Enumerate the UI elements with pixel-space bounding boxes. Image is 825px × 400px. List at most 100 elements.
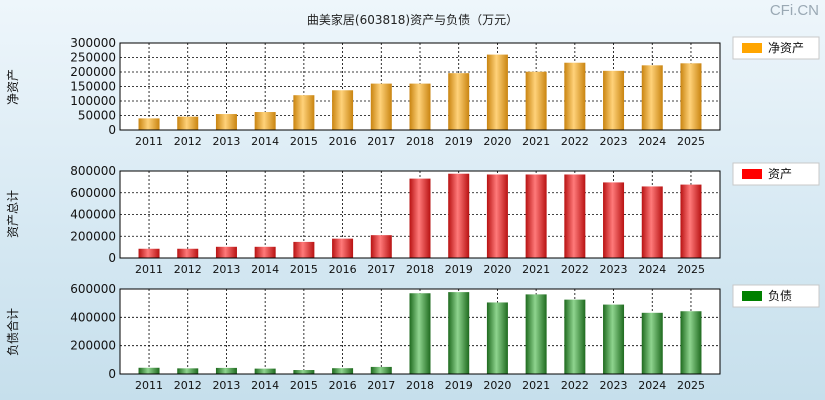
bar-2023 <box>603 304 625 374</box>
plot-border <box>119 288 721 375</box>
legend: 净资产 <box>732 36 820 60</box>
y-tick-label: 400000 <box>70 208 116 222</box>
bar-2011 <box>138 367 160 374</box>
bar-2014 <box>254 112 276 130</box>
x-tick-label: 2025 <box>677 135 705 148</box>
bar-2013 <box>215 367 237 374</box>
bar-2021 <box>525 174 547 258</box>
y-tick-label: 300000 <box>70 36 116 50</box>
bar-2015 <box>293 241 315 258</box>
bar-2011 <box>138 118 160 130</box>
x-tick-label: 2025 <box>677 263 705 276</box>
legend-swatch <box>742 291 762 301</box>
x-tick-label: 2015 <box>290 263 318 276</box>
plot-border <box>119 42 721 131</box>
bar-2014 <box>254 368 276 374</box>
y-tick-label: 200000 <box>70 229 116 243</box>
legend-swatch <box>742 43 762 53</box>
x-tick-label: 2020 <box>483 135 511 148</box>
bar-2024 <box>641 312 663 374</box>
panel-2: 0 200000 400000 600000 800000 2011 2012 2013 201… <box>6 162 820 276</box>
bar-2022 <box>564 174 586 258</box>
x-tick-label: 2012 <box>174 263 202 276</box>
x-tick-label: 2024 <box>638 135 666 148</box>
y-tick-label: 200000 <box>70 339 116 353</box>
bar-2020 <box>486 174 508 258</box>
bar-2019 <box>448 292 470 374</box>
bar-2016 <box>332 90 354 130</box>
x-tick-label: 2022 <box>561 263 589 276</box>
legend-box <box>732 284 820 308</box>
x-tick-label: 2017 <box>367 263 395 276</box>
bar-2023 <box>603 70 625 130</box>
y-axis-label: 净资产 <box>6 69 20 105</box>
x-tick-label: 2017 <box>367 135 395 148</box>
x-tick-label: 2014 <box>251 135 279 148</box>
x-tick-label: 2014 <box>251 263 279 276</box>
y-tick-label: 0 <box>108 123 116 137</box>
x-tick-label: 2017 <box>367 379 395 392</box>
plot-border <box>119 170 721 259</box>
y-tick-label: 0 <box>108 251 116 265</box>
x-tick-label: 2011 <box>135 379 163 392</box>
x-tick-label: 2013 <box>212 379 240 392</box>
bar-2016 <box>332 238 354 258</box>
x-tick-label: 2013 <box>212 263 240 276</box>
y-tick-label: 800000 <box>70 164 116 178</box>
bar-2020 <box>486 54 508 130</box>
x-tick-label: 2015 <box>290 379 318 392</box>
x-tick-label: 2021 <box>522 263 550 276</box>
bar-2014 <box>254 246 276 258</box>
bar-2018 <box>409 83 431 130</box>
bar-2019 <box>448 73 470 130</box>
x-tick-label: 2015 <box>290 135 318 148</box>
bar-2024 <box>641 186 663 258</box>
x-tick-label: 2019 <box>445 135 473 148</box>
x-tick-label: 2014 <box>251 379 279 392</box>
bar-2017 <box>370 83 392 130</box>
x-tick-label: 2016 <box>329 379 357 392</box>
bar-2015 <box>293 95 315 130</box>
legend-label: 净资产 <box>768 41 804 55</box>
x-tick-label: 2022 <box>561 135 589 148</box>
legend-label: 负债 <box>768 289 792 303</box>
bar-2021 <box>525 294 547 374</box>
x-tick-label: 2020 <box>483 379 511 392</box>
y-tick-label: 600000 <box>70 186 116 200</box>
x-tick-label: 2019 <box>445 379 473 392</box>
y-tick-label: 600000 <box>70 282 116 296</box>
legend: 资产 <box>732 162 820 186</box>
bar-2025 <box>680 63 702 130</box>
bar-2017 <box>370 235 392 258</box>
bar-2025 <box>680 184 702 258</box>
bar-2022 <box>564 62 586 130</box>
x-tick-label: 2016 <box>329 135 357 148</box>
y-tick-label: 100000 <box>70 94 116 108</box>
y-tick-label: 0 <box>108 367 116 381</box>
x-tick-label: 2023 <box>600 263 628 276</box>
y-axis-label: 负债合计 <box>5 308 20 356</box>
x-tick-label: 2012 <box>174 135 202 148</box>
bar-2012 <box>177 368 199 374</box>
bar-2016 <box>332 368 354 374</box>
y-tick-label: 50000 <box>78 109 116 123</box>
x-tick-label: 2023 <box>600 379 628 392</box>
x-tick-label: 2025 <box>677 379 705 392</box>
watermark-logo: CFi.CN <box>769 2 819 19</box>
x-tick-label: 2019 <box>445 263 473 276</box>
x-tick-label: 2021 <box>522 135 550 148</box>
bar-2022 <box>564 299 586 374</box>
legend-box <box>732 36 820 60</box>
panel-3: 0 200000 400000 600000 2011 2012 2013 2014 2015 2… <box>5 282 820 392</box>
x-tick-label: 2018 <box>406 379 434 392</box>
x-tick-label: 2012 <box>174 379 202 392</box>
bar-2012 <box>177 116 199 130</box>
x-tick-label: 2018 <box>406 135 434 148</box>
x-tick-label: 2020 <box>483 263 511 276</box>
y-tick-label: 150000 <box>70 80 116 94</box>
bar-2012 <box>177 248 199 258</box>
bar-2018 <box>409 178 431 258</box>
x-tick-label: 2022 <box>561 379 589 392</box>
